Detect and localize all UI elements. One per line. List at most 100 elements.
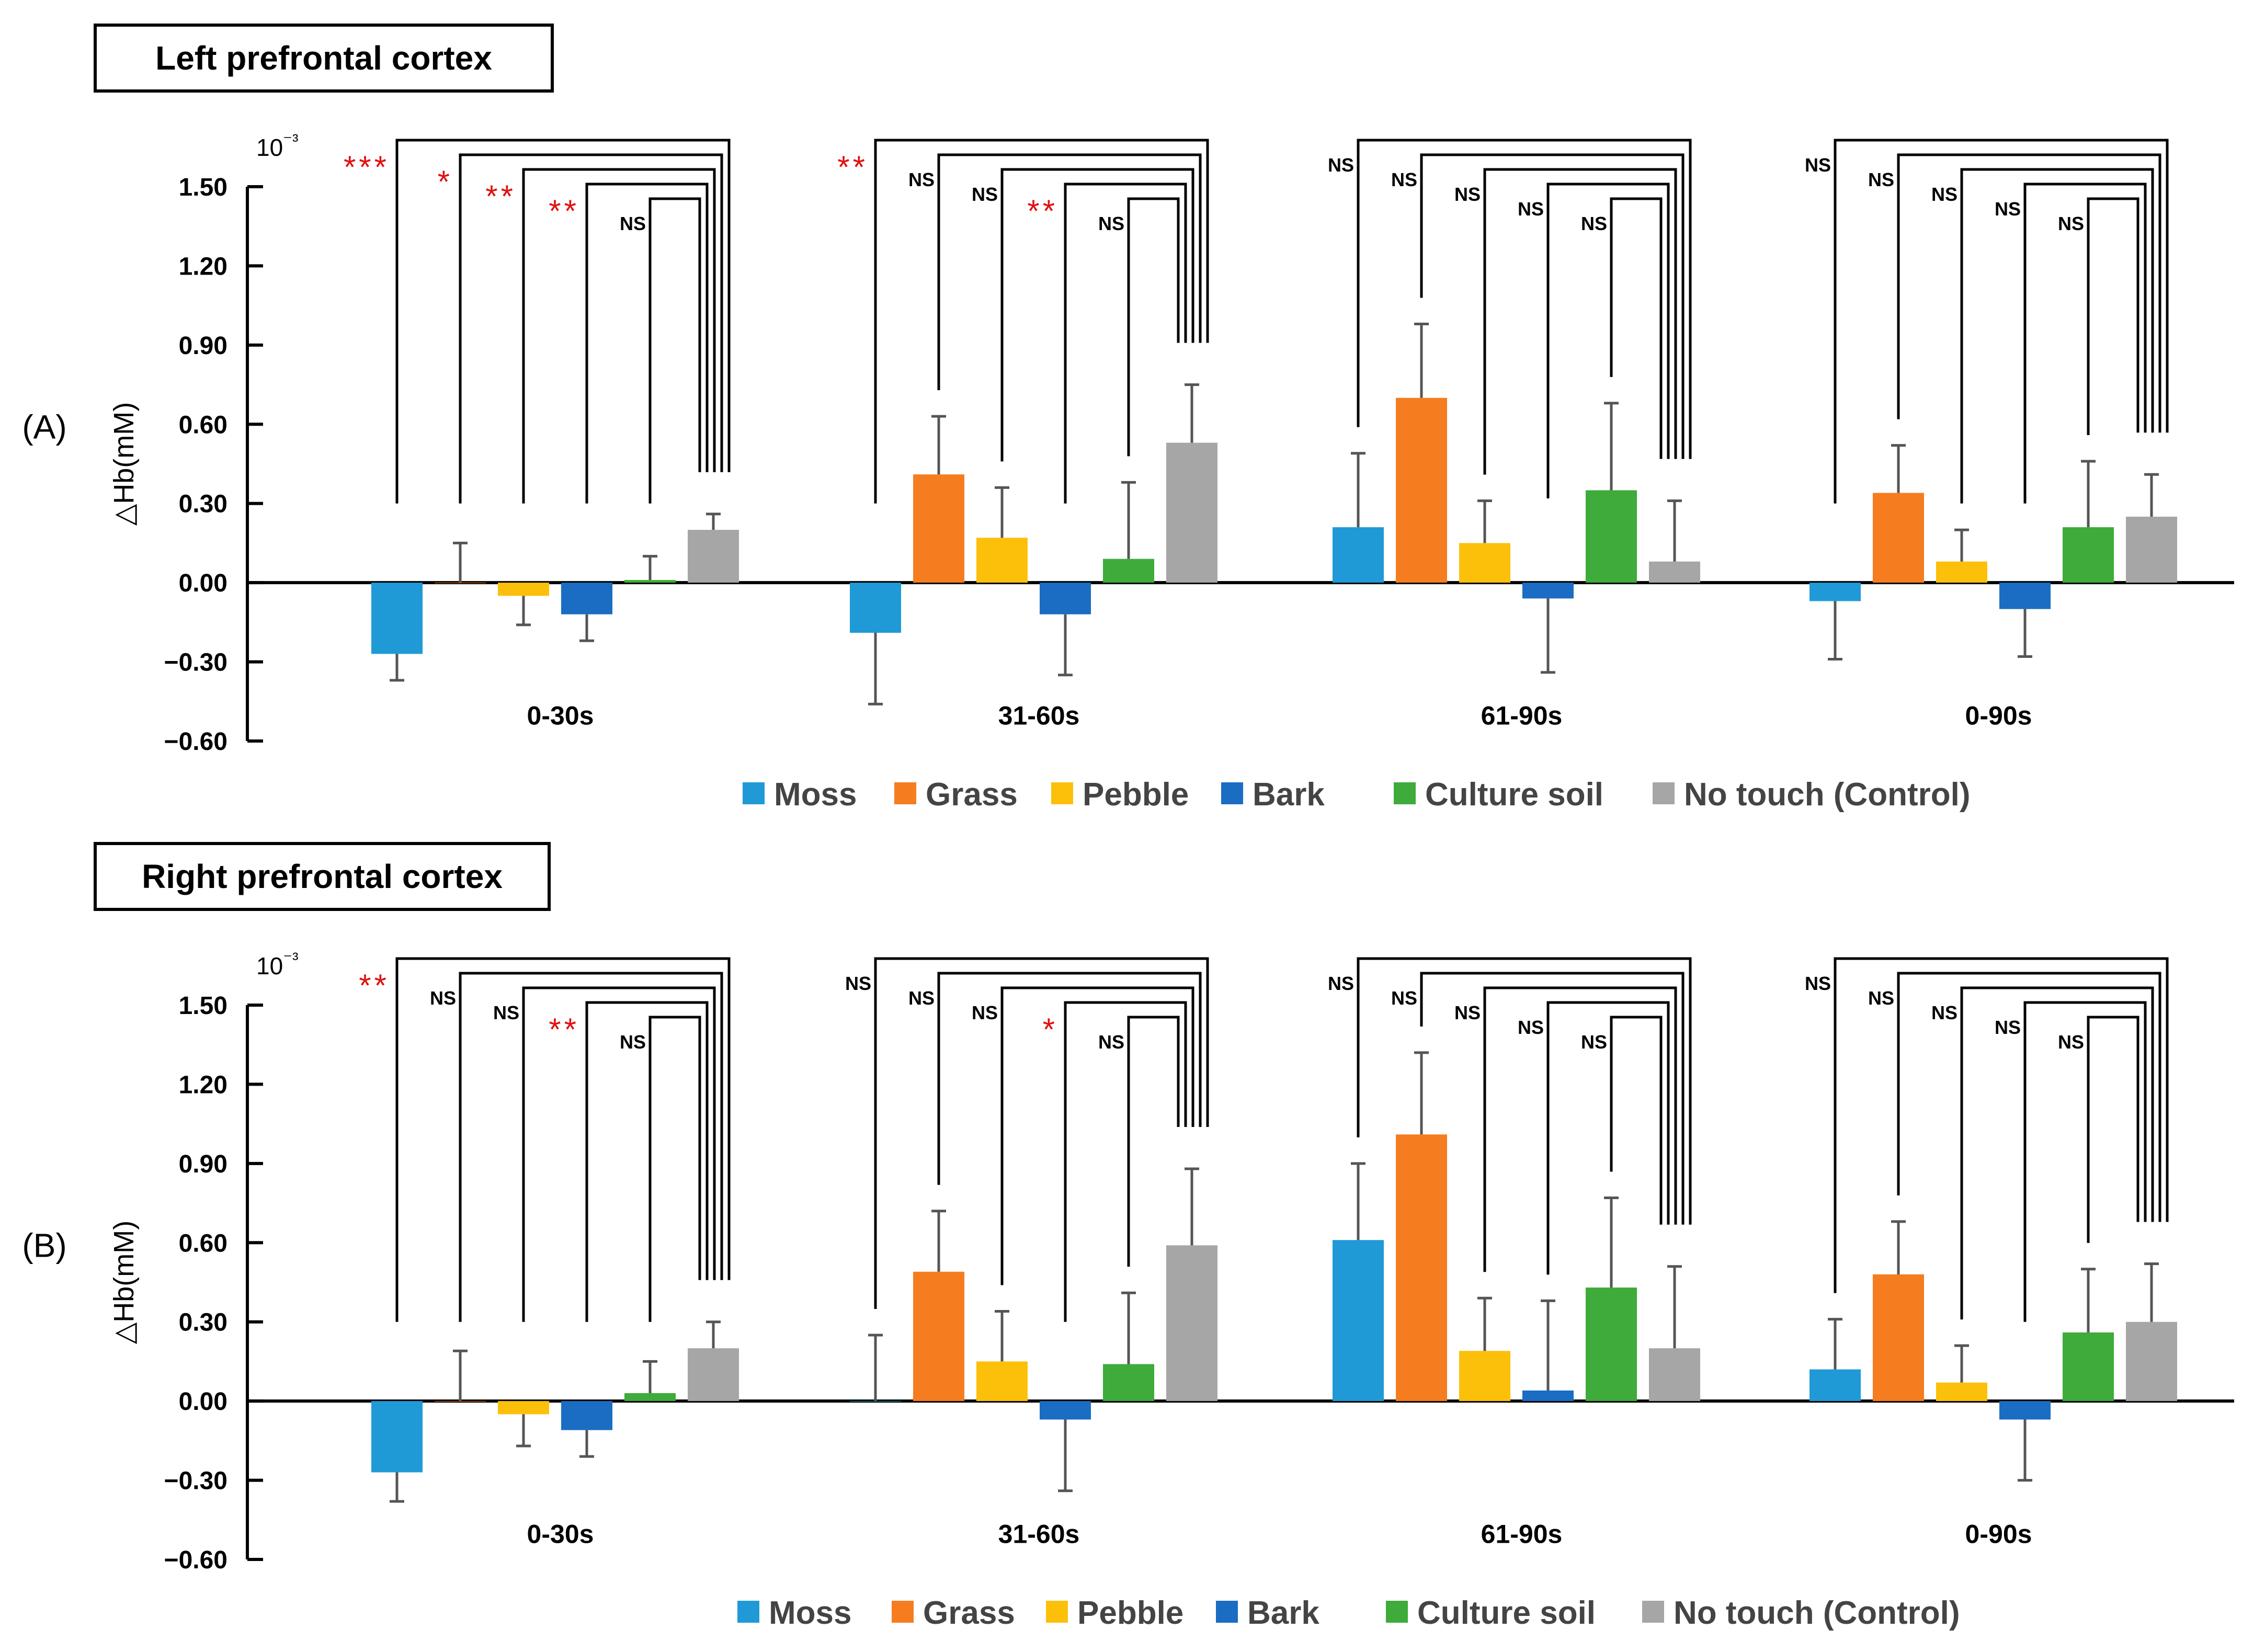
significance-label: NS [1098,1031,1124,1053]
significance-bracket [1546,183,1670,499]
significance-label: NS [493,1002,519,1023]
bar-pebble [1936,1382,1987,1402]
bar-culture [2063,1332,2114,1402]
category-group-0-90s: 0-90s NS NS NS NS NS [1805,957,2177,1549]
bar-grass [913,1271,964,1402]
significance-bracket [522,168,716,504]
category-label: 0-30s [527,701,594,731]
significance-label: NS [972,1002,998,1023]
panel-label: (B) [22,1226,66,1264]
legend-label: No touch (Control) [1674,1595,1960,1631]
legend-swatch [894,782,916,804]
bar-no [1649,1348,1700,1402]
significance-label: NS [1995,198,2021,220]
legend-swatch [1653,782,1675,804]
significance-label: NS [908,987,935,1009]
significance-label: NS [430,987,456,1009]
significance-bracket [2087,197,2139,435]
bar-pebble [1459,1351,1510,1402]
panel-title-box [94,24,554,93]
significance-label: NS [1391,987,1417,1009]
bar-grass [1873,1274,1924,1402]
significance-label: NS [1931,184,1958,205]
significance-label: NS [620,213,646,234]
bar-pebble [1936,561,1987,583]
legend-swatch [1642,1601,1664,1623]
significance-label: NS [1805,973,1831,994]
bar-culture [1103,559,1154,583]
significance-bracket [1000,168,1194,462]
significance-bracket [1897,153,2161,433]
legend-swatch [892,1601,914,1623]
significance-label: * [1043,1012,1058,1047]
significance-bracket [1610,1016,1663,1225]
bar-moss [850,1401,901,1402]
significance-label: NS [1518,198,1544,220]
category-group-0-30s: 0-30s ** NS NS ** NS [359,957,739,1549]
bar-moss [1809,1369,1861,1402]
legend-label: Moss [774,777,857,813]
significance-label: NS [1581,1031,1607,1053]
bar-bark [561,583,612,614]
legend-label: Culture soil [1417,1595,1596,1631]
significance-label: NS [1518,1017,1544,1038]
significance-bracket [1420,972,1685,1225]
legend-swatch [1221,782,1243,804]
significance-bracket [1127,1016,1180,1267]
y-tick-label: 0.90 [179,1150,227,1178]
significance-bracket [874,957,1209,1309]
category-label: 31-60s [998,701,1080,731]
significance-label: NS [1581,213,1607,234]
significance-bracket [1960,986,2154,1320]
bar-moss [1333,1240,1384,1402]
panel-right: Right prefrontal cortex (B) △Hb(mM) 10⁻³ 1.5… [22,842,2234,1631]
significance-label: NS [845,973,871,994]
y-tick-label: 0.90 [179,332,227,360]
category-group-31-60s: 31-60s ** NS NS ** NS [837,139,1217,731]
significance-label: NS [1454,184,1481,205]
y-axis-scale-label: 10⁻³ [256,131,298,161]
category-label: 0-30s [527,1520,594,1549]
bar-pebble [976,1361,1028,1402]
y-tick-label: −0.30 [164,649,227,677]
significance-bracket [1357,139,1692,459]
significance-bracket [1834,957,2169,1293]
significance-label: NS [972,184,998,205]
y-tick-label: 0.60 [179,1229,227,1257]
significance-label: ** [1027,193,1058,229]
bar-bark [1040,583,1091,614]
y-tick-label: −0.60 [164,728,227,756]
category-label: 61-90s [1481,701,1563,731]
significance-bracket [1420,153,1685,459]
bar-no [1649,561,1700,583]
bar-no [2126,516,2177,583]
significance-label: NS [2058,213,2084,234]
significance-bracket [522,986,716,1322]
significance-bracket [585,183,709,504]
significance-label: NS [1328,973,1354,994]
bar-no [1166,442,1217,583]
significance-bracket [1064,183,1187,504]
significance-bracket [1610,197,1663,459]
y-tick-label: 0.60 [179,411,227,439]
legend-label: Bark [1253,777,1325,813]
y-tick-label: 1.50 [179,992,227,1020]
bar-moss [850,583,901,633]
significance-label: NS [1931,1002,1958,1023]
significance-bracket [1960,168,2154,504]
significance-bracket [1834,139,2169,504]
significance-bracket [2087,1016,2139,1243]
legend-swatch [1394,782,1416,804]
significance-label: NS [1328,154,1354,176]
significance-label: NS [1868,987,1894,1009]
bar-pebble [1459,543,1510,583]
significance-label: ** [359,968,390,1003]
bar-culture [624,580,676,583]
significance-bracket [1127,197,1180,457]
bar-culture [2063,527,2114,583]
y-axis-label: △Hb(mM) [108,402,140,526]
significance-bracket [2023,183,2147,504]
bar-bark [1999,1401,2051,1420]
